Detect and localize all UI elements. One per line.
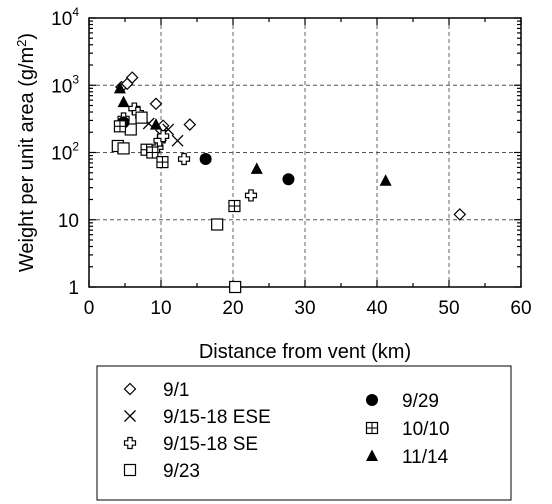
- series-10-10-point: [146, 146, 159, 159]
- series-9-23-point: [135, 111, 148, 124]
- x-marker-stroke: [142, 117, 155, 130]
- y-tick-label: 102: [51, 140, 79, 165]
- triangle-marker-shape: [366, 449, 378, 461]
- triangle-marker-shape: [113, 81, 126, 94]
- y-tick-label: 10: [58, 211, 79, 232]
- diamond-marker-shape: [453, 208, 467, 221]
- legend-marker: [124, 410, 136, 422]
- square-marker-shape: [229, 280, 242, 294]
- cross-marker-shape: [157, 130, 170, 143]
- series-9-15-18-se-point: [177, 152, 191, 166]
- legend-item-9-23: 9/23: [123, 461, 200, 482]
- series-9-15-18-se-point: [157, 130, 170, 143]
- series-9-29-point: [282, 173, 295, 186]
- cross-marker-shape: [177, 152, 191, 166]
- series-9-23-point: [117, 142, 130, 155]
- legend-label: 9/29: [402, 391, 439, 412]
- x-tick-label: 60: [510, 298, 531, 319]
- triangle-marker-shape: [149, 118, 162, 130]
- legend-item-10-10: 10/10: [365, 419, 450, 440]
- y-axis-label: Weight per unit area (g/m2): [14, 33, 38, 272]
- diamond-marker-shape: [123, 382, 137, 396]
- square-marker-shape: [117, 142, 130, 155]
- x-tick-labels: 0 10 20 30 40 50 60: [84, 298, 532, 319]
- cross-marker-shape: [123, 436, 137, 450]
- legend-marker: [123, 463, 137, 477]
- diamond-marker-shape: [149, 97, 163, 111]
- legend: 9/1 9/15-18 ESE 9/15-18 SE 9/23 9/29 10/10 11/…: [96, 365, 512, 501]
- y-tick-labels: 1 10 102 103 104: [51, 5, 79, 299]
- circle-marker-shape: [366, 394, 378, 406]
- legend-label: 9/15-18 ESE: [163, 407, 271, 428]
- grid-lines: [89, 18, 521, 287]
- series-11-14-point: [149, 118, 162, 130]
- legend-marker: [123, 436, 137, 450]
- series-9-15-18-ese-point: [171, 134, 184, 147]
- legend-items: 9/1 9/15-18 ESE 9/15-18 SE 9/23 9/29 10/10 11/…: [123, 380, 450, 482]
- legend-label: 9/23: [163, 461, 200, 482]
- data-points: [111, 71, 467, 294]
- series-9-1-point: [149, 97, 163, 111]
- x-tick-label: 30: [294, 298, 315, 319]
- legend-label: 11/14: [402, 447, 449, 468]
- legend-label: 9/15-18 SE: [163, 434, 258, 455]
- y-tick-label: 103: [51, 72, 79, 97]
- circle-marker-shape: [199, 153, 212, 166]
- diamond-marker-shape: [183, 118, 197, 131]
- legend-marker: [366, 449, 378, 461]
- legend-box: [96, 365, 512, 501]
- legend-marker: [123, 382, 137, 396]
- series-10-10-point: [228, 199, 241, 213]
- legend-label: 10/10: [402, 419, 450, 440]
- triangle-marker-shape: [379, 174, 392, 186]
- series-9-29-point: [199, 153, 212, 166]
- legend-marker: [366, 394, 378, 406]
- y-tick-label: 1: [68, 278, 79, 299]
- square-marker-shape: [123, 463, 137, 477]
- diamond-marker-shape: [125, 71, 139, 84]
- legend-marker: [365, 421, 379, 435]
- circle-marker-shape: [282, 173, 295, 186]
- series-9-1-point: [125, 71, 139, 84]
- plot-area: [88, 17, 522, 288]
- series-9-15-18-se-point: [244, 189, 258, 202]
- series-9-1-point: [183, 118, 197, 131]
- series-11-14-point: [113, 81, 126, 94]
- y-tick-label: 104: [51, 5, 79, 30]
- x-tick-label: 0: [84, 298, 95, 319]
- legend-item-9-1: 9/1: [123, 380, 189, 401]
- triangle-marker-shape: [250, 162, 263, 174]
- x-tick-label: 20: [222, 298, 243, 319]
- cross-marker-shape: [244, 189, 258, 202]
- series-10-10-point: [156, 155, 169, 169]
- legend-item-11-14: 11/14: [366, 447, 449, 468]
- x-marker-stroke: [124, 410, 136, 422]
- square-marker-shape: [135, 111, 148, 124]
- series-10-10-point: [113, 120, 127, 133]
- x-tick-label: 10: [150, 298, 171, 319]
- series-11-14-point: [117, 95, 130, 108]
- legend-item-9-15-18-se: 9/15-18 SE: [123, 434, 258, 455]
- series-11-14-point: [379, 174, 392, 186]
- x-tick-label: 40: [366, 298, 387, 319]
- x-tick-label: 50: [438, 298, 459, 319]
- x-axis-label: Distance from vent (km): [199, 341, 411, 363]
- triangle-marker-shape: [117, 95, 130, 108]
- series-11-14-point: [250, 162, 263, 174]
- series-9-1-point: [453, 208, 467, 221]
- series-9-23-point: [211, 218, 224, 231]
- legend-item-9-29: 9/29: [366, 391, 439, 412]
- series-9-23-point: [229, 280, 242, 294]
- legend-item-9-15-18-ese: 9/15-18 ESE: [124, 407, 271, 428]
- square-marker-shape: [211, 218, 224, 231]
- legend-label: 9/1: [163, 380, 189, 401]
- x-marker-stroke: [171, 134, 184, 147]
